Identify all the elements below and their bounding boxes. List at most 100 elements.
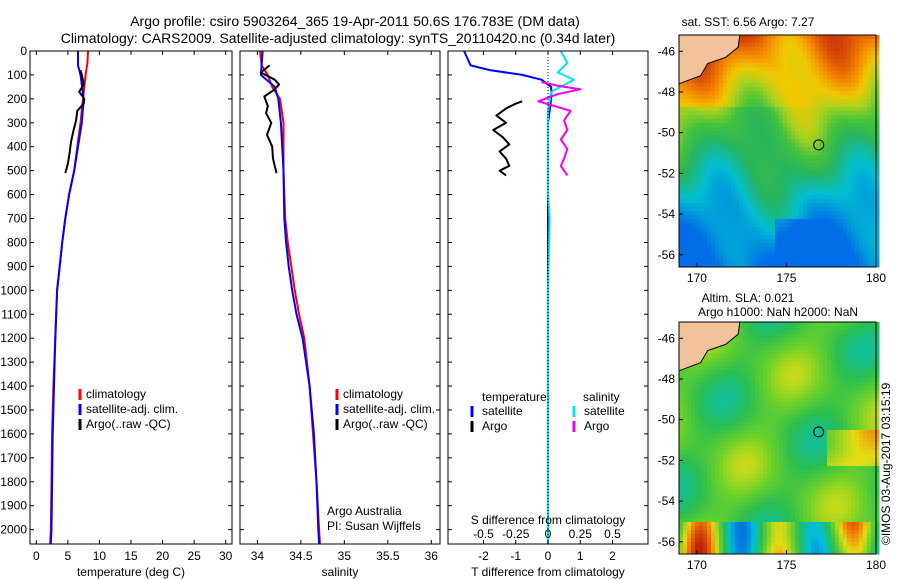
salinity-legend-label: Argo(..raw -QC) (343, 417, 428, 431)
depth-tick-label: 800 (7, 235, 27, 249)
depth-tick-label: 1900 (0, 499, 27, 513)
salinity-diff-axis-label: S difference from climatology (471, 513, 626, 527)
p-sst-lat-tick-label: -46 (658, 44, 676, 58)
temperature-series-1-line (49, 51, 85, 545)
depth-tick-label: 600 (7, 188, 27, 202)
temperature-xtick-label: 10 (93, 549, 107, 563)
salinity-diff-tick-label: 0 (545, 527, 552, 541)
differences-xtick-label: 0 (545, 549, 552, 563)
p-sla-lon-tick-label: 175 (776, 558, 796, 572)
p-sst-map-frame (678, 34, 877, 268)
p-sla-lat-tick-label: -54 (658, 494, 676, 508)
depth-tick-label: 1800 (0, 475, 27, 489)
depth-tick-label: 1000 (0, 283, 27, 297)
temperature-series-2-line (64, 69, 86, 174)
depth-tick-label: 1700 (0, 451, 27, 465)
temperature-xtick-label: 20 (156, 549, 170, 563)
salinity-xtick-label: 34.5 (289, 549, 313, 563)
salinity-series-1-line (259, 50, 321, 545)
p-sst-land-mass (678, 34, 741, 85)
figure-title-line-2: Climatology: CARS2009. Satellite-adjuste… (61, 30, 616, 46)
p-sla-lat-tick-label: -46 (658, 331, 676, 345)
p-sst-lat-tick-label: -56 (658, 248, 676, 262)
depth-tick-label: 400 (7, 140, 27, 154)
salinity-profile-panel: 34 34.5 35 35.5 36 salinity climatologysatelli… (239, 50, 441, 579)
diff-legend-label: satellite (584, 404, 625, 418)
p-sla-lat-tick-label: -48 (658, 372, 676, 386)
temperature-xtick-label: 5 (65, 549, 72, 563)
depth-tick-label: 1200 (0, 331, 27, 345)
temperature-legend-label: satellite-adj. clim. (86, 402, 178, 416)
p-sst-lon-tick-label: 180 (866, 271, 886, 285)
salinity-plot-frame (239, 50, 441, 545)
temperature-legend-label: Argo(..raw -QC) (86, 417, 171, 431)
sst-map-title: sat. SST: 6.56 Argo: 7.27 (682, 15, 815, 29)
depth-tick-label: 1300 (0, 355, 27, 369)
p-sla-lat-tick-label: -52 (658, 453, 676, 467)
salinity-xtick-label: 36 (425, 549, 439, 563)
depth-tick-label: 900 (7, 259, 27, 273)
salinity-diff-tick-label: -0.5 (473, 527, 494, 541)
sst-map-panel: sat. SST: 6.56 Argo: 7.27 170 175 180 -46 -4… (658, 15, 887, 285)
salinity-xlabel: salinity (322, 565, 359, 579)
p-sst-lat-tick-label: -52 (658, 166, 676, 180)
temperature-profile-panel: 0100200300400500600700800900100011001200… (0, 44, 232, 579)
p-sst-argo-location-marker (813, 139, 825, 151)
institution-label: Argo Australia (327, 504, 402, 518)
differences-xtick-label: 2 (609, 549, 616, 563)
p-sst-lon-tick-label: 170 (687, 271, 707, 285)
principal-investigator-label: PI: Susan Wijffels (327, 519, 421, 533)
differences-xtick-label: -1 (510, 549, 521, 563)
differences-xtick-label: 1 (577, 549, 584, 563)
salinity-legend-label: climatology (343, 387, 403, 401)
depth-tick-label: 1400 (0, 379, 27, 393)
p-sla-land-mass (678, 321, 741, 372)
temperature-legend-heading: temperature (482, 390, 547, 404)
differences-xtick-label: -2 (478, 549, 489, 563)
sla-map-subtitle: Argo h1000: NaN h2000: NaN (698, 305, 858, 319)
differences-series-3-line (537, 81, 582, 176)
figure-title-line-1: Argo profile: csiro 5903264_365 19-Apr-2… (130, 13, 580, 29)
p-sla-map-frame (678, 321, 877, 555)
temperature-xlabel: temperature (deg C) (77, 565, 185, 579)
salinity-series-2-line (259, 64, 281, 174)
temperature-legend-label: climatology (86, 387, 146, 401)
salinity-xtick-label: 34 (251, 549, 265, 563)
salinity-legend-heading: salinity (583, 390, 620, 404)
p-sla-lon-tick-label: 170 (687, 558, 707, 572)
salinity-diff-tick-label: 0.5 (604, 527, 621, 541)
p-sst-lon-tick-label: 175 (776, 271, 796, 285)
depth-tick-label: 1600 (0, 427, 27, 441)
salinity-legend-label: satellite-adj. clim. (343, 402, 435, 416)
salinity-xtick-label: 35.5 (376, 549, 400, 563)
depth-tick-label: 300 (7, 116, 27, 130)
diff-legend-label: satellite (482, 404, 523, 418)
depth-tick-label: 100 (7, 68, 27, 82)
differences-series-2-line (547, 50, 575, 544)
p-sst-heatmap-cells (679, 35, 880, 268)
difference-profile-panel: -2 -1 0 1 2 T difference from climatology -0.5… (447, 50, 649, 579)
depth-tick-label: 2000 (0, 523, 27, 537)
depth-tick-label: 200 (7, 92, 27, 106)
temperature-plot-frame (29, 50, 233, 545)
imos-credit: ©IMOS 03-Aug-2017 03:15:19 (879, 382, 893, 545)
p-sla-argo-location-marker (813, 426, 825, 438)
p-sla-heatmap-cells (679, 322, 880, 555)
salinity-diff-tick-label: 0.25 (569, 527, 593, 541)
depth-tick-label: 0 (20, 44, 27, 58)
p-sla-lat-tick-label: -56 (658, 535, 676, 549)
p-sst-lat-tick-label: -54 (658, 207, 676, 221)
p-sla-lat-tick-label: -50 (658, 413, 676, 427)
differences-xlabel: T difference from climatology (471, 565, 625, 579)
salinity-xtick-label: 35 (338, 549, 352, 563)
sla-map-panel: Altim. SLA: 0.021 Argo h1000: NaN h2000:… (658, 291, 887, 572)
differences-series-1-line (492, 100, 523, 177)
p-sla-lon-tick-label: 180 (866, 558, 886, 572)
temperature-xtick-label: 25 (187, 549, 201, 563)
temperature-xtick-label: 0 (33, 549, 40, 563)
depth-tick-label: 500 (7, 164, 27, 178)
depth-tick-label: 1500 (0, 403, 27, 417)
sla-map-title: Altim. SLA: 0.021 (702, 291, 795, 305)
temperature-xtick-label: 15 (124, 549, 138, 563)
